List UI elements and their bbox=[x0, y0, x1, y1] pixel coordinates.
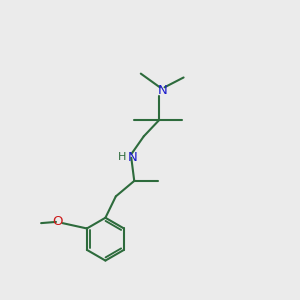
Text: O: O bbox=[52, 215, 62, 228]
Text: N: N bbox=[157, 84, 167, 98]
Text: H: H bbox=[118, 152, 127, 162]
Text: N: N bbox=[128, 151, 138, 164]
